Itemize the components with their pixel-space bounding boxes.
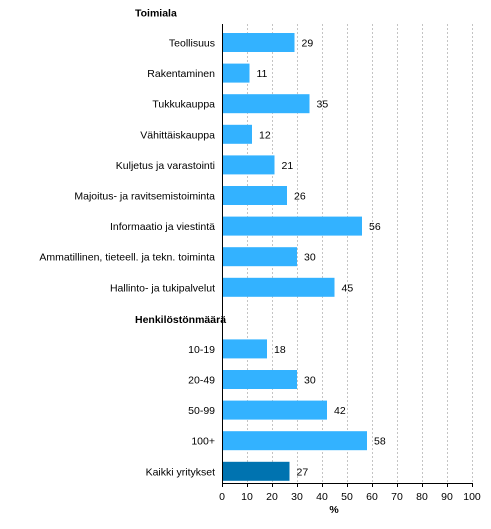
category-label-teollisuus: Teollisuus [169, 38, 215, 50]
tick-label-100: 100 [463, 491, 481, 503]
category-label-hallinto-ja-tukipalvelut: Hallinto- ja tukipalvelut [110, 282, 215, 294]
category-label-100: 100+ [191, 436, 215, 448]
value-label-informaatio-ja-viestinta: 56 [369, 221, 381, 233]
category-label-10-19: 10-19 [188, 344, 215, 356]
tick-label-60: 60 [366, 491, 378, 503]
group-label-henkilostonmaara: Henkilöstönmäärä [135, 314, 226, 326]
value-label-50-99: 42 [334, 405, 346, 417]
tick-label-40: 40 [316, 491, 328, 503]
bar-10-19 [222, 339, 267, 359]
category-label-50-99: 50-99 [188, 405, 215, 417]
tick-label-10: 10 [241, 491, 253, 503]
group-label-toimiala: Toimiala [135, 8, 177, 20]
value-label-rakentaminen: 11 [257, 68, 268, 80]
value-label-tukkukauppa: 35 [317, 99, 329, 111]
tick-label-90: 90 [441, 491, 453, 503]
value-label-100: 58 [374, 436, 386, 448]
bar-majoitus-ja-ravitsemistoiminta [222, 186, 287, 205]
tick-label-30: 30 [291, 491, 303, 503]
category-label-20-49: 20-49 [188, 375, 215, 387]
bars [222, 33, 367, 481]
category-label-kuljetus-ja-varastointi: Kuljetus ja varastointi [116, 160, 215, 172]
value-label-ammatillinen-tieteell-ja-tekn-toiminta: 30 [304, 252, 316, 264]
value-label-kuljetus-ja-varastointi: 21 [282, 160, 294, 172]
category-labels: Toimiala Teollisuus 29 Rakentaminen 11 Tukkuk… [39, 8, 386, 479]
bar-tukkukauppa [222, 94, 310, 114]
value-label-10-19: 18 [274, 344, 286, 356]
value-label-20-49: 30 [304, 375, 316, 387]
bar-50-99 [222, 400, 327, 420]
category-label-ammatillinen-tieteell-ja-tekn-toiminta: Ammatillinen, tieteell. ja tekn. toimint… [39, 252, 215, 264]
category-label-rakentaminen: Rakentaminen [147, 68, 215, 80]
bar-hallinto-ja-tukipalvelut [222, 277, 335, 297]
bar-kaikki-yritykset [222, 461, 290, 481]
tick-label-50: 50 [341, 491, 353, 503]
category-label-tukkukauppa: Tukkukauppa [152, 99, 215, 111]
value-label-hallinto-ja-tukipalvelut: 45 [342, 282, 354, 294]
category-label-informaatio-ja-viestinta: Informaatio ja viestintä [110, 221, 215, 233]
tick-label-20: 20 [266, 491, 278, 503]
value-label-teollisuus: 29 [302, 38, 314, 50]
x-axis-title: % [329, 504, 339, 516]
tick-label-80: 80 [416, 491, 428, 503]
value-label-majoitus-ja-ravitsemistoiminta: 26 [294, 191, 306, 203]
bar-20-49 [222, 370, 297, 389]
value-label-kaikki-yritykset: 27 [297, 466, 309, 478]
bar-teollisuus [222, 33, 295, 52]
value-label-vahittaiskauppa: 12 [259, 129, 271, 141]
category-label-kaikki-yritykset: Kaikki yritykset [146, 466, 216, 478]
tick-label-0: 0 [219, 491, 225, 503]
bar-vahittaiskauppa [222, 124, 252, 144]
bar-ammatillinen-tieteell-ja-tekn-toiminta [222, 247, 297, 267]
bar-rakentaminen [222, 63, 250, 83]
x-axis: 0 10 20 30 40 50 60 70 80 90 100 [219, 24, 481, 503]
bar-kuljetus-ja-varastointi [222, 155, 275, 175]
category-label-vahittaiskauppa: Vähittäiskauppa [140, 129, 215, 141]
bar-100 [222, 431, 367, 451]
bar-informaatio-ja-viestinta [222, 216, 362, 236]
tick-label-70: 70 [391, 491, 403, 503]
category-label-majoitus-ja-ravitsemistoiminta: Majoitus- ja ravitsemistoiminta [74, 191, 215, 203]
